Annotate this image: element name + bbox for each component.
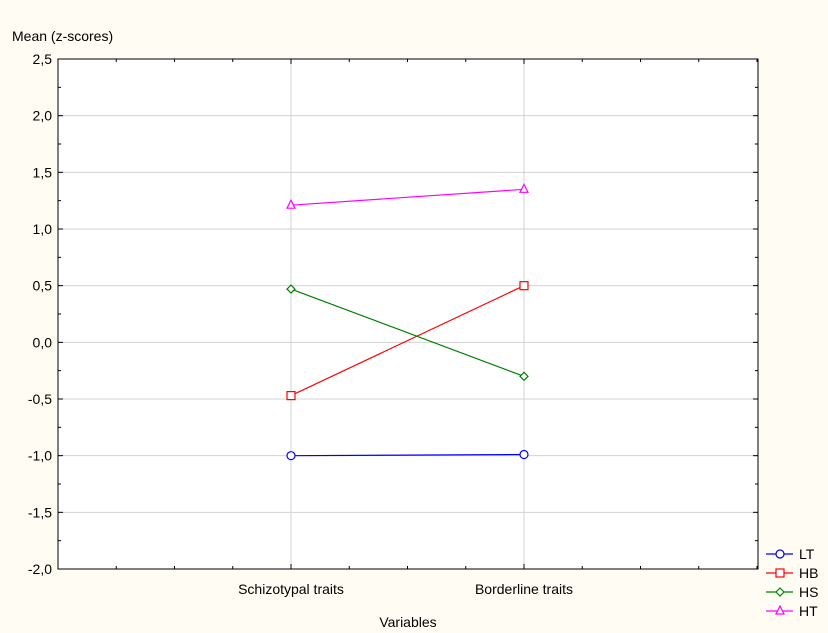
horizontal-gridlines bbox=[58, 115, 758, 513]
plot-background bbox=[58, 59, 758, 569]
legend-marker-ht bbox=[775, 604, 785, 615]
legend-label: HB bbox=[799, 565, 818, 581]
plot-frame bbox=[57, 58, 759, 570]
series-hb bbox=[286, 281, 529, 401]
y-tick-label: -1,5 bbox=[28, 504, 52, 520]
data-point-lt bbox=[519, 449, 529, 460]
series-layer bbox=[286, 182, 529, 461]
y-tick-label: -1,0 bbox=[28, 448, 52, 464]
series-line-ht bbox=[290, 188, 525, 206]
data-point-hb bbox=[519, 281, 529, 291]
legend: LT HB HS HT bbox=[766, 546, 818, 619]
y-tick-label: -0,5 bbox=[28, 391, 52, 407]
data-point-hs bbox=[519, 371, 529, 382]
y-axis-label: Mean (z-scores) bbox=[12, 28, 113, 44]
x-axis-label: Variables bbox=[379, 614, 436, 630]
x-tick-label: Borderline traits bbox=[475, 581, 573, 597]
data-point-hb bbox=[286, 391, 296, 401]
legend-item-lt: LT bbox=[766, 546, 815, 562]
y-tick-label: 2,5 bbox=[33, 51, 53, 67]
legend-marker-hs bbox=[775, 587, 785, 597]
series-hs bbox=[286, 284, 529, 382]
legend-item-hb: HB bbox=[766, 565, 818, 581]
series-line-lt bbox=[290, 453, 525, 457]
legend-marker-lt bbox=[775, 549, 785, 559]
data-point-lt bbox=[286, 451, 296, 461]
legend-label: LT bbox=[799, 546, 815, 562]
data-point-hs bbox=[286, 284, 296, 294]
series-lt bbox=[286, 449, 529, 461]
data-point-ht bbox=[286, 198, 296, 209]
legend-item-ht: HT bbox=[766, 603, 818, 619]
y-tick-label: 0,0 bbox=[33, 334, 53, 350]
data-point-ht bbox=[519, 182, 529, 193]
y-axis-ticks: 2,5 2,0 1,5 1,0 0,5 0,0 -0,5 -1,0 -1,5 -2,0 bbox=[28, 51, 758, 577]
series-line-hb bbox=[290, 285, 525, 397]
y-tick-label: 1,5 bbox=[33, 164, 53, 180]
y-tick-label: 1,0 bbox=[33, 221, 53, 237]
y-tick-label: -2,0 bbox=[28, 561, 52, 577]
x-axis-ticks: Schizotypal traits Borderline traits bbox=[115, 59, 758, 597]
legend-label: HT bbox=[799, 603, 818, 619]
vertical-gridlines bbox=[290, 59, 525, 569]
series-line-hs bbox=[290, 288, 525, 377]
legend-item-hs: HS bbox=[766, 584, 818, 600]
legend-marker-hb bbox=[775, 568, 785, 578]
y-tick-label: 2,0 bbox=[33, 108, 53, 124]
y-tick-label: 0,5 bbox=[33, 278, 53, 294]
legend-label: HS bbox=[799, 584, 818, 600]
series-ht bbox=[286, 182, 529, 209]
x-tick-label: Schizotypal traits bbox=[238, 581, 344, 597]
